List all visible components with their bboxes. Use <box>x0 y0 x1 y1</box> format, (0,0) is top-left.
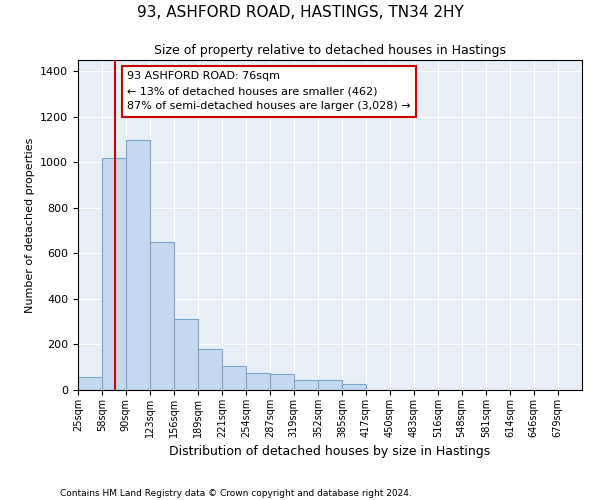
Y-axis label: Number of detached properties: Number of detached properties <box>25 138 35 312</box>
Bar <box>125 140 150 390</box>
Bar <box>102 158 125 390</box>
X-axis label: Distribution of detached houses by size in Hastings: Distribution of detached houses by size … <box>169 446 491 458</box>
Bar <box>78 378 102 390</box>
Bar <box>222 366 246 390</box>
Bar <box>270 374 293 390</box>
Title: Size of property relative to detached houses in Hastings: Size of property relative to detached ho… <box>154 44 506 58</box>
Bar <box>293 380 318 390</box>
Text: 93 ASHFORD ROAD: 76sqm
← 13% of detached houses are smaller (462)
87% of semi-de: 93 ASHFORD ROAD: 76sqm ← 13% of detached… <box>127 72 411 111</box>
Bar <box>342 384 365 390</box>
Text: Contains HM Land Registry data © Crown copyright and database right 2024.: Contains HM Land Registry data © Crown c… <box>60 488 412 498</box>
Bar <box>174 320 199 390</box>
Bar <box>246 373 270 390</box>
Text: 93, ASHFORD ROAD, HASTINGS, TN34 2HY: 93, ASHFORD ROAD, HASTINGS, TN34 2HY <box>137 5 463 20</box>
Bar <box>150 242 174 390</box>
Bar <box>318 380 342 390</box>
Bar <box>199 349 222 390</box>
